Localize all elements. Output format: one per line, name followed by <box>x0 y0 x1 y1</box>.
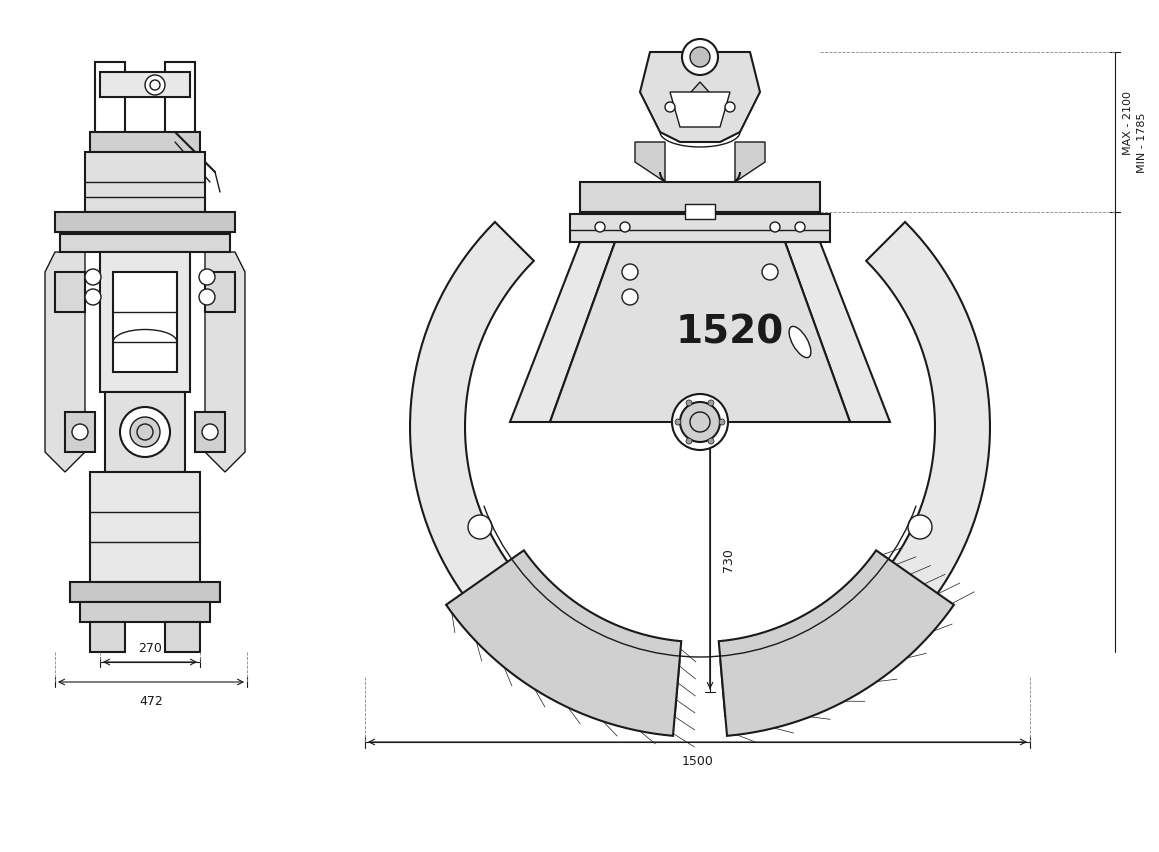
Polygon shape <box>735 143 765 183</box>
Bar <box>70 582 220 602</box>
Bar <box>195 412 225 452</box>
Bar <box>80 602 210 622</box>
Circle shape <box>686 400 692 406</box>
Bar <box>570 215 830 243</box>
Bar <box>105 393 185 473</box>
Polygon shape <box>510 243 615 423</box>
Text: MAX - 2100: MAX - 2100 <box>1123 91 1134 155</box>
Bar <box>85 153 205 213</box>
Circle shape <box>199 270 216 285</box>
Text: 1500: 1500 <box>681 754 714 767</box>
Polygon shape <box>785 243 890 423</box>
Polygon shape <box>95 63 125 153</box>
Circle shape <box>686 439 692 445</box>
Circle shape <box>199 290 216 306</box>
Text: 730: 730 <box>722 548 735 572</box>
Circle shape <box>622 290 637 306</box>
Polygon shape <box>721 222 990 716</box>
Circle shape <box>675 419 681 425</box>
Bar <box>112 273 177 372</box>
Polygon shape <box>640 53 760 143</box>
Circle shape <box>681 40 717 76</box>
Circle shape <box>907 515 932 539</box>
Bar <box>90 133 201 153</box>
Bar <box>580 183 821 213</box>
Circle shape <box>622 265 637 280</box>
Text: 270: 270 <box>138 642 162 654</box>
Polygon shape <box>719 550 954 736</box>
Bar <box>165 622 201 653</box>
Circle shape <box>708 400 714 406</box>
Bar <box>595 213 806 222</box>
Polygon shape <box>551 243 850 423</box>
Circle shape <box>202 424 218 440</box>
Circle shape <box>672 394 728 451</box>
Text: 1520: 1520 <box>676 314 785 352</box>
Bar <box>100 253 190 393</box>
Circle shape <box>72 424 88 440</box>
Polygon shape <box>446 550 681 736</box>
Polygon shape <box>45 253 85 473</box>
Circle shape <box>130 417 160 447</box>
Polygon shape <box>410 222 679 716</box>
Bar <box>685 204 715 220</box>
Polygon shape <box>165 63 195 153</box>
Bar <box>60 234 229 253</box>
Text: MIN - 1785: MIN - 1785 <box>1137 112 1147 173</box>
Circle shape <box>145 76 165 96</box>
Polygon shape <box>635 143 665 183</box>
Polygon shape <box>205 253 245 473</box>
Circle shape <box>719 419 726 425</box>
Circle shape <box>85 270 101 285</box>
Circle shape <box>770 222 780 233</box>
Circle shape <box>121 407 170 458</box>
Circle shape <box>85 290 101 306</box>
Circle shape <box>726 103 735 112</box>
Circle shape <box>665 103 675 112</box>
Polygon shape <box>681 83 717 123</box>
Circle shape <box>708 439 714 445</box>
Circle shape <box>761 265 778 280</box>
Circle shape <box>620 222 630 233</box>
Circle shape <box>690 48 710 68</box>
Text: 472: 472 <box>139 694 163 707</box>
Bar <box>65 412 95 452</box>
Polygon shape <box>670 93 730 128</box>
Circle shape <box>595 222 605 233</box>
Bar <box>205 273 235 313</box>
Bar <box>90 473 201 582</box>
Bar <box>54 273 85 313</box>
Bar <box>54 213 235 233</box>
Bar <box>100 73 190 98</box>
Ellipse shape <box>789 327 811 358</box>
Circle shape <box>468 515 493 539</box>
Circle shape <box>795 222 806 233</box>
Circle shape <box>680 402 720 442</box>
Bar <box>90 622 125 653</box>
